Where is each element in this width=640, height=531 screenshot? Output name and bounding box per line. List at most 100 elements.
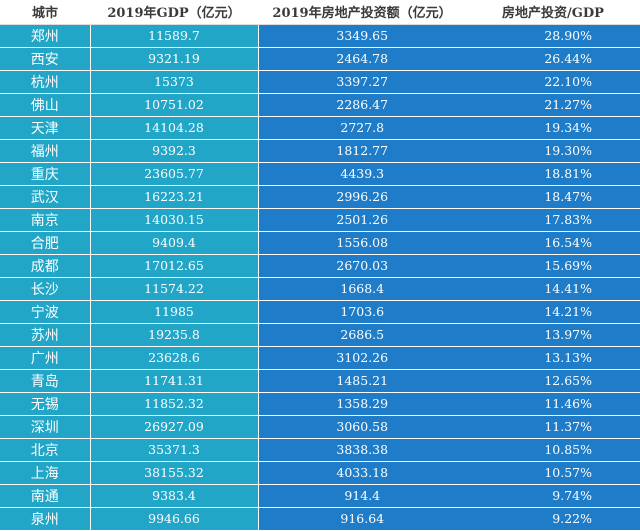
table-row: 天津 14104.28 2727.8 19.34%	[0, 116, 640, 140]
ratio-cell: 17.83%	[466, 208, 640, 232]
table-row: 深圳 26927.09 3060.58 11.37%	[0, 415, 640, 439]
ratio-cell: 18.47%	[466, 185, 640, 209]
investment-cell: 3397.27	[257, 70, 466, 94]
gdp-cell: 14030.15	[89, 208, 258, 232]
gdp-cell: 38155.32	[89, 461, 258, 485]
city-cell: 苏州	[0, 323, 90, 347]
ratio-cell: 13.13%	[466, 346, 640, 370]
city-cell: 泉州	[0, 507, 90, 531]
gdp-cell: 11741.31	[89, 369, 258, 393]
investment-cell: 914.4	[257, 484, 466, 508]
table-row: 重庆 23605.77 4439.3 18.81%	[0, 162, 640, 186]
city-cell: 北京	[0, 438, 90, 462]
table-body: 郑州 11589.7 3349.65 28.90% 西安 9321.19 2464.78 26…	[0, 24, 640, 531]
header-investment: 2019年房地产投资额（亿元）	[258, 0, 466, 25]
ratio-cell: 9.22%	[466, 507, 640, 531]
city-cell: 合肥	[0, 231, 90, 255]
city-cell: 无锡	[0, 392, 90, 416]
ratio-cell: 12.65%	[466, 369, 640, 393]
investment-cell: 3060.58	[257, 415, 466, 439]
table-row: 武汉 16223.21 2996.26 18.47%	[0, 185, 640, 209]
gdp-cell: 11985	[89, 300, 258, 324]
table-row: 青岛 11741.31 1485.21 12.65%	[0, 369, 640, 393]
table-row: 长沙 11574.22 1668.4 14.41%	[0, 277, 640, 301]
gdp-cell: 23605.77	[89, 162, 258, 186]
gdp-cell: 11574.22	[89, 277, 258, 301]
city-cell: 佛山	[0, 93, 90, 117]
gdp-cell: 23628.6	[89, 346, 258, 370]
header-ratio: 房地产投资/GDP	[466, 0, 640, 25]
gdp-cell: 26927.09	[89, 415, 258, 439]
investment-cell: 2727.8	[257, 116, 466, 140]
table-row: 苏州 19235.8 2686.5 13.97%	[0, 323, 640, 347]
ratio-cell: 15.69%	[466, 254, 640, 278]
city-cell: 深圳	[0, 415, 90, 439]
table-row: 杭州 15373 3397.27 22.10%	[0, 70, 640, 94]
gdp-cell: 16223.21	[89, 185, 258, 209]
city-cell: 宁波	[0, 300, 90, 324]
city-cell: 武汉	[0, 185, 90, 209]
investment-cell: 3349.65	[257, 24, 466, 48]
ratio-cell: 11.46%	[466, 392, 640, 416]
city-cell: 成都	[0, 254, 90, 278]
city-cell: 上海	[0, 461, 90, 485]
ratio-cell: 14.21%	[466, 300, 640, 324]
ratio-cell: 21.27%	[466, 93, 640, 117]
investment-cell: 1485.21	[257, 369, 466, 393]
gdp-cell: 19235.8	[89, 323, 258, 347]
table-row: 南京 14030.15 2501.26 17.83%	[0, 208, 640, 232]
city-cell: 广州	[0, 346, 90, 370]
ratio-cell: 10.85%	[466, 438, 640, 462]
investment-cell: 1668.4	[257, 277, 466, 301]
city-cell: 南通	[0, 484, 90, 508]
investment-cell: 2996.26	[257, 185, 466, 209]
gdp-cell: 9392.3	[89, 139, 258, 163]
ratio-cell: 19.30%	[466, 139, 640, 163]
gdp-cell: 9321.19	[89, 47, 258, 71]
city-cell: 杭州	[0, 70, 90, 94]
table-row: 宁波 11985 1703.6 14.21%	[0, 300, 640, 324]
gdp-cell: 11852.32	[89, 392, 258, 416]
ratio-cell: 10.57%	[466, 461, 640, 485]
city-cell: 长沙	[0, 277, 90, 301]
ratio-cell: 11.37%	[466, 415, 640, 439]
table-row: 广州 23628.6 3102.26 13.13%	[0, 346, 640, 370]
table-row: 泉州 9946.66 916.64 9.22%	[0, 507, 640, 531]
city-cell: 福州	[0, 139, 90, 163]
city-cell: 南京	[0, 208, 90, 232]
gdp-cell: 15373	[89, 70, 258, 94]
investment-cell: 2670.03	[257, 254, 466, 278]
ratio-cell: 18.81%	[466, 162, 640, 186]
investment-cell: 3102.26	[257, 346, 466, 370]
table-row: 北京 35371.3 3838.38 10.85%	[0, 438, 640, 462]
table-row: 上海 38155.32 4033.18 10.57%	[0, 461, 640, 485]
ratio-cell: 19.34%	[466, 116, 640, 140]
investment-cell: 2286.47	[257, 93, 466, 117]
investment-cell: 1703.6	[257, 300, 466, 324]
city-cell: 西安	[0, 47, 90, 71]
table-row: 成都 17012.65 2670.03 15.69%	[0, 254, 640, 278]
investment-cell: 916.64	[257, 507, 466, 531]
investment-cell: 4033.18	[257, 461, 466, 485]
gdp-cell: 17012.65	[89, 254, 258, 278]
ratio-cell: 14.41%	[466, 277, 640, 301]
city-cell: 重庆	[0, 162, 90, 186]
table-row: 郑州 11589.7 3349.65 28.90%	[0, 24, 640, 48]
header-row: 城市 2019年GDP（亿元） 2019年房地产投资额（亿元） 房地产投资/GD…	[0, 0, 640, 25]
table-row: 合肥 9409.4 1556.08 16.54%	[0, 231, 640, 255]
investment-cell: 1812.77	[257, 139, 466, 163]
investment-cell: 4439.3	[257, 162, 466, 186]
table-row: 西安 9321.19 2464.78 26.44%	[0, 47, 640, 71]
investment-cell: 1358.29	[257, 392, 466, 416]
ratio-cell: 13.97%	[466, 323, 640, 347]
investment-cell: 2464.78	[257, 47, 466, 71]
investment-cell: 2501.26	[257, 208, 466, 232]
gdp-cell: 10751.02	[89, 93, 258, 117]
ratio-cell: 28.90%	[466, 24, 640, 48]
city-cell: 青岛	[0, 369, 90, 393]
ratio-cell: 26.44%	[466, 47, 640, 71]
header-city: 城市	[0, 0, 90, 25]
investment-cell: 2686.5	[257, 323, 466, 347]
table-row: 福州 9392.3 1812.77 19.30%	[0, 139, 640, 163]
